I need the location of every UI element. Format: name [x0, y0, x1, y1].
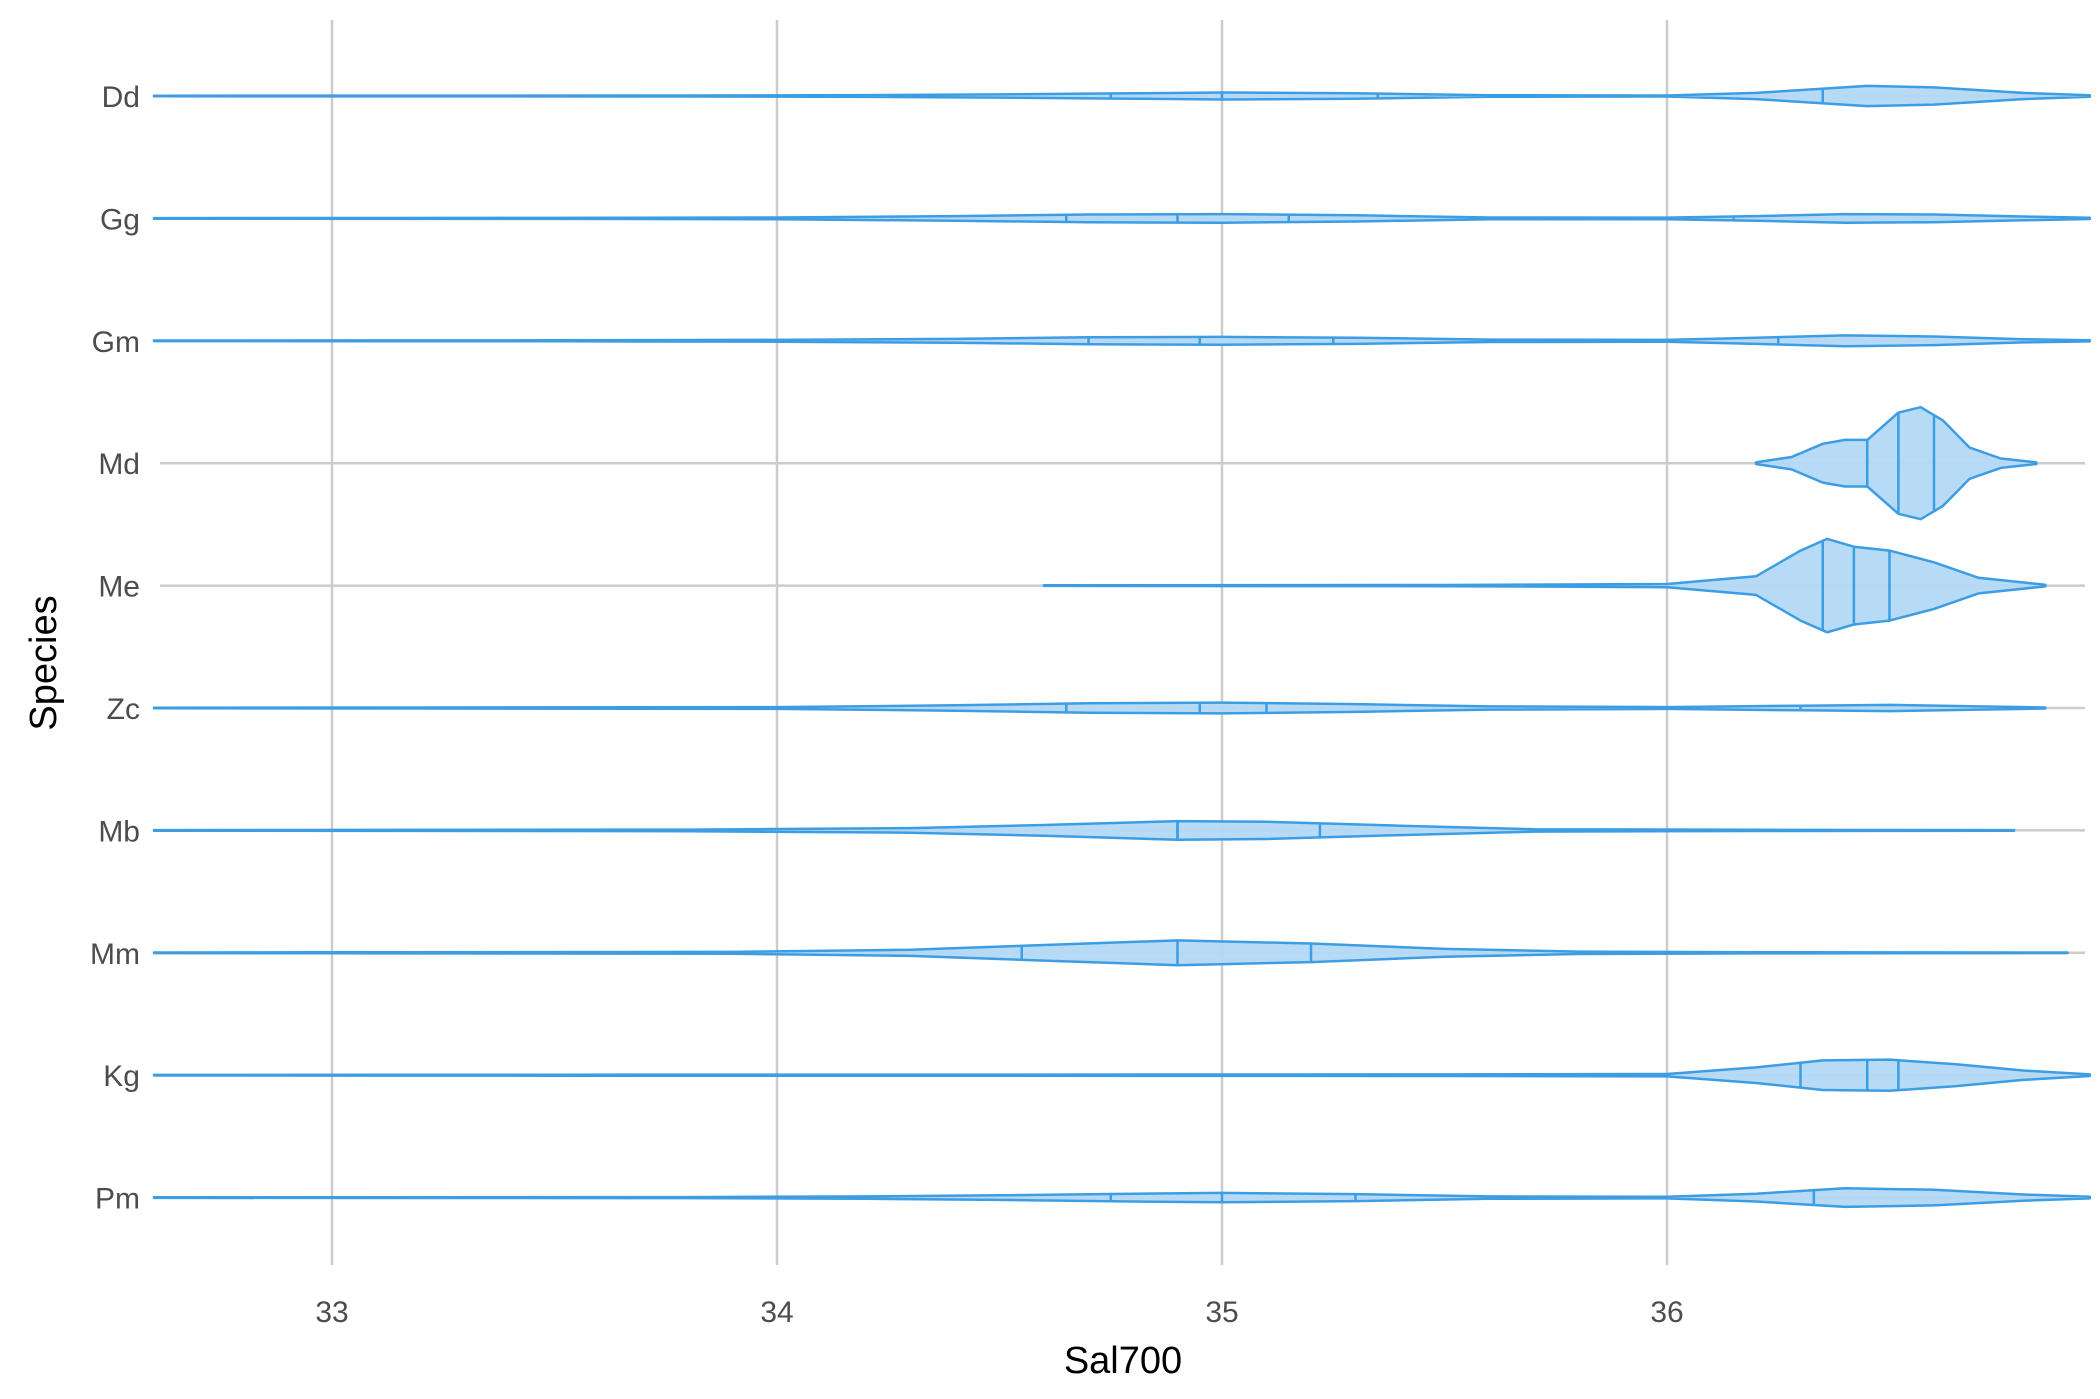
- violin-body: [152, 84, 2092, 108]
- violin-Dd: [152, 84, 2092, 108]
- x-tick-label: 35: [1205, 1296, 1238, 1329]
- x-tick-label: 33: [315, 1296, 348, 1329]
- violin-Pm: [152, 1187, 2092, 1209]
- y-tick-label: Dd: [102, 81, 140, 114]
- y-tick-label: Kg: [103, 1060, 140, 1093]
- violin-body: [152, 819, 2016, 841]
- y-tick-label: Pm: [95, 1183, 140, 1216]
- violin-body: [1042, 537, 2047, 634]
- y-tick-label: Gg: [100, 203, 140, 236]
- violin-body: [1754, 405, 2038, 521]
- violin-Gg: [152, 212, 2092, 224]
- violin-body: [152, 1058, 2092, 1093]
- violin-Mm: [152, 939, 2069, 967]
- violin-Me: [1042, 537, 2047, 634]
- y-tick-label: Zc: [107, 693, 140, 726]
- y-tick-label: Mm: [90, 938, 140, 971]
- violin-layer: [152, 84, 2092, 1209]
- violin-body: [152, 212, 2092, 224]
- y-tick-label: Mb: [98, 815, 140, 848]
- violin-body: [152, 701, 2047, 715]
- violin-Zc: [152, 701, 2047, 715]
- violin-Gm: [152, 334, 2092, 348]
- x-tick-labels: 33 34 35 36: [315, 1296, 1683, 1329]
- violin-Mb: [152, 819, 2016, 841]
- y-tick-label: Gm: [92, 326, 140, 359]
- x-tick-label: 34: [760, 1296, 793, 1329]
- violin-Md: [1754, 405, 2038, 521]
- x-axis-title: Sal700: [1064, 1340, 1182, 1382]
- y-tick-labels: Dd Gg Gm Md Me Zc Mb Mm Kg Pm: [90, 81, 140, 1216]
- violin-body: [152, 334, 2092, 348]
- x-tick-label: 36: [1650, 1296, 1683, 1329]
- y-axis-title: Species: [23, 595, 65, 730]
- violin-body: [152, 1187, 2092, 1209]
- violin-body: [152, 939, 2069, 967]
- y-tick-label: Me: [98, 571, 140, 604]
- violin-Kg: [152, 1058, 2092, 1093]
- y-tick-label: Md: [98, 448, 140, 481]
